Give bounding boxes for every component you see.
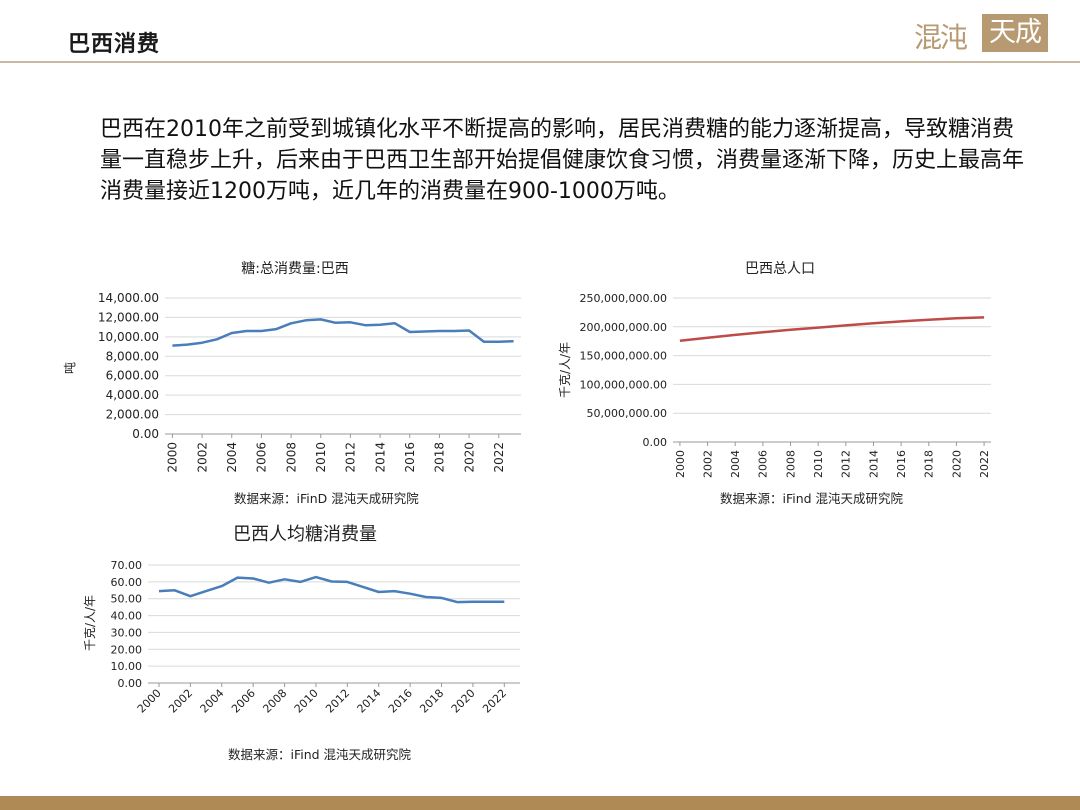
y-tick-label: 100,000,000.00 — [580, 378, 667, 391]
series-line — [679, 316, 985, 342]
y-tick-label: 40.00 — [111, 610, 143, 623]
x-tick-label: 2012 — [840, 450, 853, 478]
y-tick-label: 0.00 — [132, 427, 159, 441]
x-tick-label: 2002 — [195, 442, 209, 473]
y-tick-label: 20.00 — [111, 643, 143, 656]
y-axis-label: 千克/人/年 — [83, 595, 97, 651]
x-tick-label: 2020 — [950, 450, 963, 478]
y-tick-label: 4,000.00 — [106, 388, 159, 402]
chart-per-capita: 0.00 10.00 20.00 30.00 40.00 50.00 60.00 70.00 2… — [83, 559, 520, 716]
y-tick-label: 60.00 — [111, 576, 143, 589]
y-tick-label: 70.00 — [111, 559, 143, 572]
footer-bar — [0, 796, 1080, 810]
x-tick-label: 2016 — [386, 687, 415, 716]
x-tick-label: 2006 — [229, 687, 258, 716]
chart2-title: 巴西总人口 — [745, 261, 815, 277]
brand-logo: 混沌 天成 — [914, 14, 1050, 54]
chart1-source: 数据来源：iFinD 混沌天成研究院 — [234, 491, 419, 506]
x-tick-label: 2018 — [433, 442, 447, 473]
page-title: 巴西消费 — [68, 32, 161, 57]
y-tick-label: 10,000.00 — [98, 330, 159, 344]
x-tick-label: 2018 — [923, 450, 936, 478]
y-tick-label: 50,000,000.00 — [587, 407, 667, 420]
x-tick-label: 2014 — [373, 442, 387, 473]
y-tick-label: 150,000,000.00 — [580, 350, 667, 363]
y-axis-label: 千克/人/年 — [558, 342, 572, 398]
chart2-source: 数据来源：iFind 混沌天成研究院 — [720, 491, 904, 506]
y-tick-label: 30.00 — [111, 626, 143, 639]
x-tick-label: 2022 — [978, 450, 991, 478]
chart-population: 0.00 50,000,000.00 100,000,000.00 150,000,0… — [558, 292, 991, 478]
x-tick-label: 2006 — [757, 450, 770, 478]
x-tick-label: 2016 — [403, 442, 417, 473]
y-tick-label: 10.00 — [111, 660, 143, 673]
x-tick-label: 2002 — [701, 450, 714, 478]
x-tick-label: 2000 — [674, 450, 687, 478]
x-tick-label: 2020 — [462, 442, 476, 473]
x-tick-label: 2012 — [344, 442, 358, 473]
y-tick-label: 0.00 — [118, 677, 143, 690]
y-tick-label: 2,000.00 — [106, 408, 159, 422]
chart1-title: 糖:总消费量:巴西 — [241, 261, 349, 277]
x-tick-label: 2002 — [166, 687, 195, 716]
x-tick-label: 2006 — [255, 442, 269, 473]
x-tick-label: 2020 — [449, 687, 478, 716]
x-tick-label: 2000 — [135, 687, 164, 716]
body-paragraph: 巴西在2010年之前受到城镇化水平不断提高的影响，居民消费糖的能力逐渐提高，导致… — [100, 117, 1025, 204]
y-tick-label: 0.00 — [643, 436, 668, 449]
x-tick-label: 2014 — [355, 687, 384, 716]
x-tick-label: 2010 — [812, 450, 825, 478]
y-tick-label: 12,000.00 — [98, 310, 159, 324]
y-tick-label: 250,000,000.00 — [580, 292, 667, 305]
header-divider — [0, 61, 1080, 63]
x-tick-label: 2004 — [225, 442, 239, 473]
chart-total-consumption: 0.00 2,000.00 4,000.00 6,000.00 8,000.00 10,0… — [63, 291, 521, 473]
x-tick-label: 2010 — [292, 687, 321, 716]
chart3-title: 巴西人均糖消费量 — [233, 524, 377, 545]
x-tick-label: 2004 — [198, 687, 227, 716]
y-axis-label: 吨 — [63, 362, 77, 374]
x-tick-label: 2000 — [166, 442, 180, 473]
y-tick-label: 14,000.00 — [98, 291, 159, 305]
x-tick-label: 2022 — [480, 687, 509, 716]
y-tick-label: 50.00 — [111, 593, 143, 606]
x-tick-label: 2008 — [784, 450, 797, 478]
y-tick-label: 200,000,000.00 — [580, 321, 667, 334]
x-tick-label: 2018 — [417, 687, 446, 716]
x-tick-label: 2008 — [260, 687, 289, 716]
x-tick-label: 2008 — [284, 442, 298, 473]
y-tick-label: 6,000.00 — [106, 369, 159, 383]
chart3-source: 数据来源：iFind 混沌天成研究院 — [228, 747, 412, 762]
x-tick-label: 2016 — [895, 450, 908, 478]
logo-left-text: 混沌 — [914, 21, 968, 54]
logo-box-text: 天成 — [982, 14, 1048, 52]
x-tick-label: 2012 — [323, 687, 352, 716]
x-tick-label: 2022 — [492, 442, 506, 473]
slide-header: 巴西消费 混沌 天成 — [0, 0, 1080, 63]
series-line — [158, 575, 505, 604]
x-tick-label: 2004 — [729, 450, 742, 478]
y-tick-label: 8,000.00 — [106, 349, 159, 363]
series-line — [172, 318, 514, 347]
x-tick-label: 2014 — [867, 450, 880, 478]
x-tick-label: 2010 — [314, 442, 328, 473]
